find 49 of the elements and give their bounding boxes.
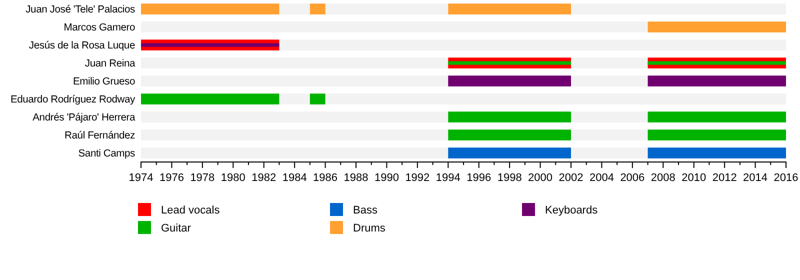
x-tick-label: 1976 (159, 172, 184, 184)
x-tick-label: 1978 (190, 172, 215, 184)
bar (448, 130, 571, 140)
x-tick-label: 1974 (128, 172, 154, 184)
x-tick-label: 2008 (650, 172, 676, 184)
x-tick-label: 1986 (313, 172, 338, 184)
x-tick-label: 2016 (774, 172, 798, 184)
x-tick-label: 2002 (558, 172, 584, 184)
bar (310, 4, 326, 14)
x-tick-label: 1998 (497, 172, 522, 184)
bar (648, 22, 786, 32)
x-tick-label: 1984 (282, 172, 307, 184)
x-tick-label: 2004 (589, 172, 614, 184)
y-tick-label: Eduardo Rodríguez Rodway (10, 94, 136, 106)
x-tick-label: 1988 (344, 172, 368, 184)
legend-label: Keyboards (545, 204, 598, 216)
y-tick-label: Santi Camps (78, 148, 136, 160)
x-tick-label: 1994 (436, 172, 460, 184)
x-tick-label: 2000 (528, 172, 553, 184)
x-tick-label: 1990 (374, 172, 399, 184)
y-tick-label: Raúl Fernández (64, 130, 136, 142)
x-tick-label: 1996 (466, 172, 492, 184)
bar (141, 4, 280, 14)
x-tick-label: 2006 (620, 172, 645, 184)
legend-label: Bass (353, 204, 378, 216)
bar (448, 112, 571, 122)
y-tick-label: Juan Reina (84, 58, 136, 70)
legend-label: Drums (353, 222, 386, 234)
x-tick-label: 2014 (743, 172, 768, 184)
bar (648, 76, 786, 86)
y-tick-label: Andrés 'Pájaro' Herrera (32, 112, 136, 124)
bar (310, 94, 326, 104)
y-tick-label: Jesús de la Rosa Luque (28, 40, 136, 52)
x-tick-label: 1980 (220, 172, 246, 184)
x-tick-label: 1982 (252, 172, 276, 184)
y-tick-label: Emilio Grueso (72, 76, 136, 88)
bar (648, 130, 786, 140)
bar (448, 4, 571, 14)
x-tick-label: 2012 (712, 172, 737, 184)
bar (648, 148, 786, 158)
bar (141, 94, 280, 104)
y-tick-label: Juan José 'Tele' Palacios (26, 4, 136, 16)
x-tick-label: 2010 (682, 172, 706, 184)
bar (448, 148, 571, 158)
x-tick-label: 1992 (405, 172, 430, 184)
legend-label: Lead vocals (161, 204, 220, 216)
bar (648, 112, 786, 122)
y-tick-label: Marcos Gamero (64, 22, 136, 34)
legend-label: Guitar (161, 222, 192, 234)
